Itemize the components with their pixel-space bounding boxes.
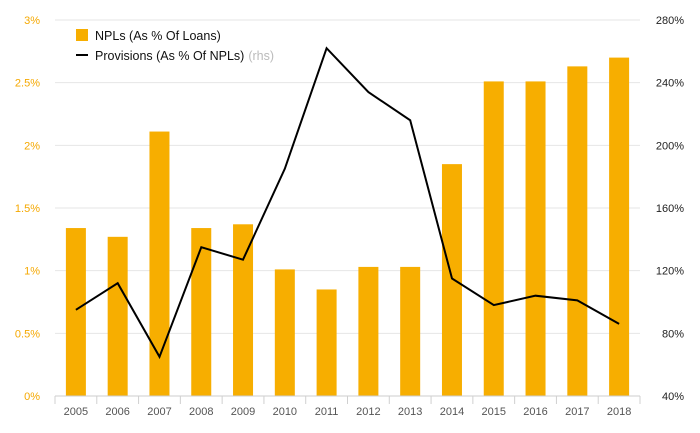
bar-2017 [567, 66, 588, 396]
left-axis-tick-label: 2.5% [15, 78, 40, 90]
x-axis-tick-label: 2005 [64, 406, 88, 418]
bar-2011 [316, 289, 337, 396]
x-axis-tick-label: 2011 [315, 406, 339, 418]
right-axis-tick-label: 280% [656, 15, 684, 27]
legend-line-label: Provisions (As % Of NPLs) (rhs) [95, 49, 274, 63]
line-series [75, 46, 620, 360]
bar-2010 [274, 269, 295, 396]
right-axis-tick-label: 40% [662, 391, 684, 403]
x-axis-tick-label: 2013 [398, 406, 422, 418]
left-axis-tick-label: 3% [24, 15, 40, 27]
x-axis-tick-label: 2008 [189, 406, 213, 418]
x-axis-tick-label: 2007 [147, 406, 171, 418]
bar-2013 [400, 266, 421, 396]
bar-2016 [525, 81, 546, 396]
left-axis-tick-label: 1% [24, 266, 40, 278]
axes: 0% 0.5% 1% 1.5% 2% 2.5% 3% 40% 80% 120% 160% 200% 24… [15, 15, 684, 418]
bars [65, 57, 630, 396]
left-axis-tick-label: 2% [24, 140, 40, 152]
bar-2007 [149, 131, 170, 396]
bar-2014 [441, 164, 462, 396]
x-axis-tick-label: 2016 [523, 406, 547, 418]
x-axis-tick-label: 2017 [565, 406, 589, 418]
right-axis-tick-label: 160% [656, 203, 684, 215]
bar-2005 [65, 228, 86, 396]
x-axis-tick-label: 2006 [105, 406, 129, 418]
bar-2006 [107, 236, 128, 396]
right-axis-tick-label: 80% [662, 328, 684, 340]
provisions-line [75, 46, 620, 360]
legend-bar-label: NPLs (As % Of Loans) [95, 29, 221, 43]
gridlines [55, 19, 640, 397]
bar-2018 [609, 57, 630, 396]
right-axis-tick-label: 240% [656, 78, 684, 90]
x-axis-tick-label: 2012 [356, 406, 380, 418]
right-axis-tick-label: 200% [656, 140, 684, 152]
legend-bar-swatch [76, 29, 88, 41]
left-axis-tick-label: 1.5% [15, 203, 40, 215]
bar-2012 [358, 266, 379, 396]
x-axis-tick-label: 2010 [273, 406, 297, 418]
x-axis-tick-label: 2009 [231, 406, 255, 418]
x-axis-tick-label: 2015 [482, 406, 506, 418]
bar-2015 [483, 81, 504, 396]
right-axis-tick-label: 120% [656, 266, 684, 278]
legend-line-name: Provisions (As % Of NPLs) [95, 49, 244, 63]
bar-2009 [233, 224, 254, 396]
legend-line-suffix: (rhs) [248, 49, 274, 63]
x-axis-tick-label: 2018 [607, 406, 631, 418]
x-axis-tick-label: 2014 [440, 406, 464, 418]
legend: NPLs (As % Of Loans) Provisions (As % Of… [76, 29, 274, 63]
bar-2008 [191, 228, 212, 396]
left-axis-tick-label: 0.5% [15, 328, 40, 340]
left-axis-tick-label: 0% [24, 391, 40, 403]
